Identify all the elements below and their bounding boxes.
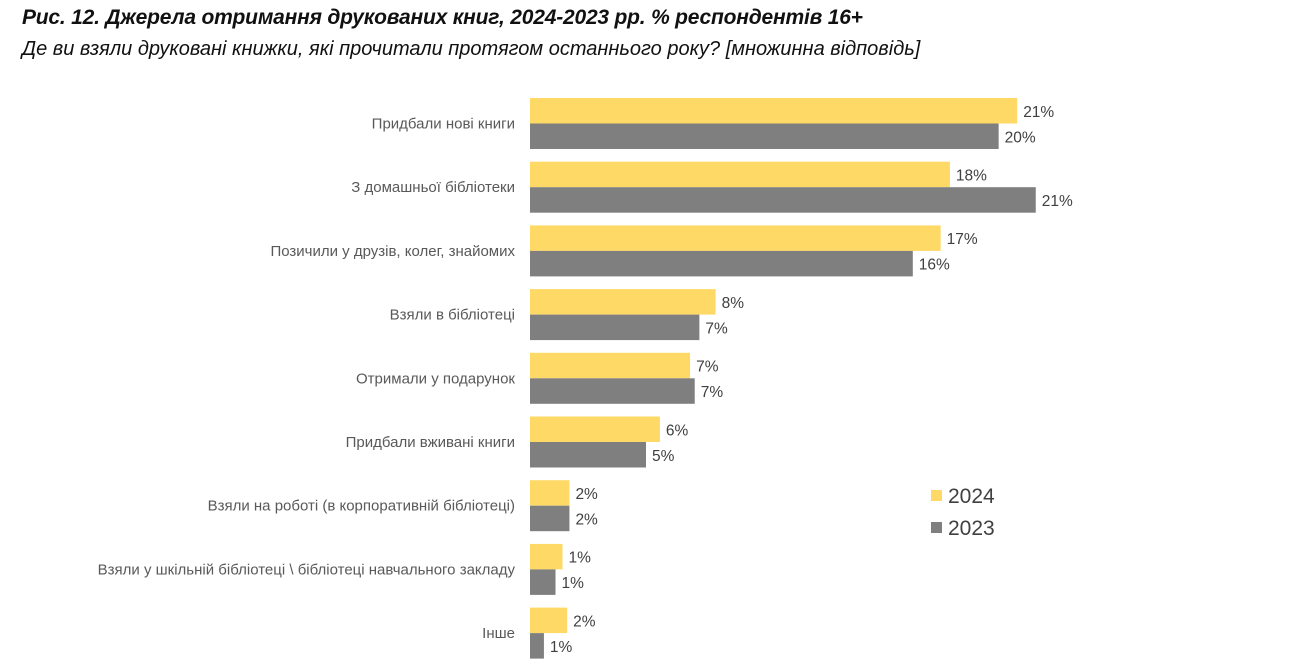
- bar-2023: [530, 123, 999, 149]
- data-label-2023: 20%: [1005, 129, 1036, 146]
- bar-2023: [530, 505, 570, 532]
- category-label: Взяли в бібліотеці: [390, 307, 515, 324]
- category-label: Придбали вживані книги: [346, 434, 515, 451]
- category-label: Інше: [482, 625, 515, 642]
- data-label-2023: 21%: [1042, 193, 1073, 210]
- bar-2024: [530, 607, 568, 634]
- category-label: Взяли на роботі (в корпоративній бібліот…: [208, 498, 515, 515]
- legend-label-2024: 2024: [948, 485, 995, 508]
- data-label-2024: 6%: [666, 422, 689, 439]
- data-label-2023: 5%: [652, 448, 675, 465]
- legend-swatch-2023: [931, 522, 942, 533]
- legend-swatch-2024: [931, 490, 942, 501]
- data-label-2024: 2%: [575, 486, 598, 503]
- bar-2024: [530, 289, 716, 315]
- chart-title: Рис. 12. Джерела отримання друкованих кн…: [22, 6, 863, 29]
- data-label-2024: 1%: [568, 550, 591, 567]
- data-label-2023: 1%: [550, 639, 573, 656]
- bar-2023: [530, 633, 544, 659]
- bar-2024: [530, 98, 1018, 124]
- bar-2023: [530, 250, 913, 277]
- data-label-2024: 21%: [1023, 104, 1054, 121]
- bar-2024: [530, 161, 950, 188]
- bar-2024: [530, 225, 941, 251]
- data-label-2024: 8%: [722, 295, 745, 312]
- bar-2024: [530, 480, 570, 506]
- bar-2024: [530, 352, 691, 379]
- data-label-2023: 2%: [575, 511, 598, 528]
- bar-2024: [530, 416, 660, 442]
- legend-label-2023: 2023: [948, 517, 995, 540]
- bar-2023: [530, 187, 1036, 213]
- category-label: Придбали нові книги: [372, 116, 515, 133]
- category-label: Отримали у подарунок: [356, 370, 515, 387]
- data-label-2023: 16%: [919, 257, 950, 274]
- bar-2023: [530, 569, 556, 595]
- bar-2023: [530, 378, 695, 404]
- bar-2023: [530, 314, 700, 341]
- data-label-2023: 1%: [562, 575, 585, 592]
- category-label: З домашньої бібліотеки: [351, 179, 515, 196]
- data-label-2024: 2%: [573, 613, 596, 630]
- chart-subtitle: Де ви взяли друковані книжки, які прочит…: [22, 38, 921, 60]
- data-label-2023: 7%: [701, 384, 724, 401]
- data-label-2024: 17%: [947, 231, 978, 248]
- category-label: Позичили у друзів, колег, знайомих: [270, 243, 515, 260]
- data-label-2024: 7%: [696, 359, 719, 376]
- data-label-2024: 18%: [956, 167, 987, 184]
- data-label-2023: 7%: [705, 320, 728, 337]
- category-label: Взяли у шкільній бібліотеці \ бібліотеці…: [98, 561, 516, 578]
- bar-2023: [530, 442, 646, 468]
- bar-2024: [530, 543, 563, 570]
